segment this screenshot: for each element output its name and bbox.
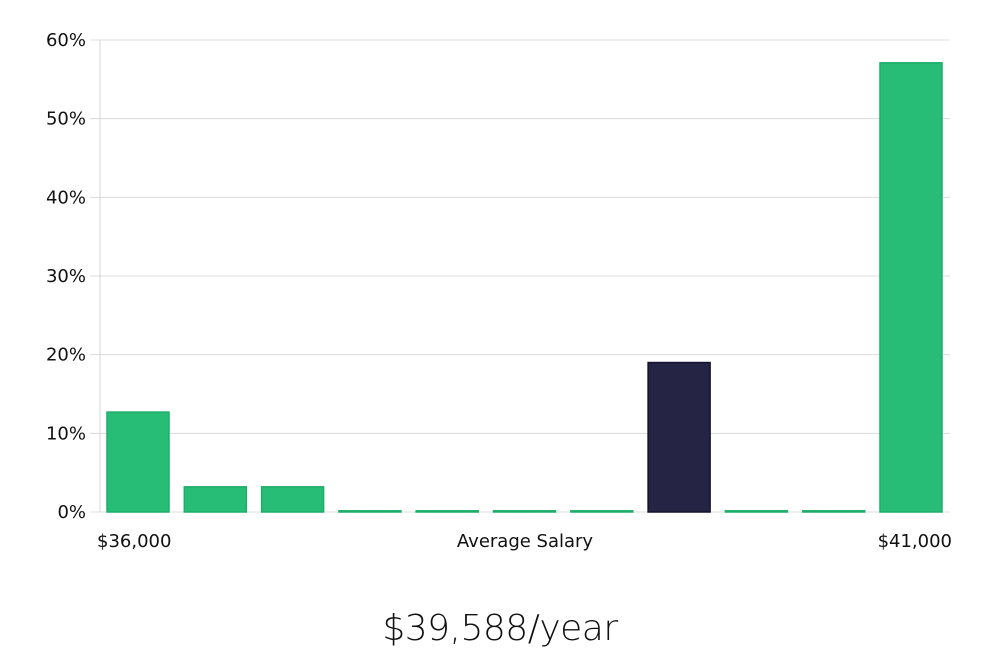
bar — [724, 510, 789, 513]
bar — [338, 510, 402, 513]
bar — [260, 486, 325, 513]
x-axis-title: Average Salary — [457, 531, 594, 552]
y-tick-label: 60% — [46, 30, 86, 51]
bar — [570, 510, 634, 513]
y-tick-label: 10% — [46, 423, 86, 444]
y-tick-label: 20% — [46, 345, 86, 366]
y-tick-label: 30% — [46, 266, 86, 287]
x-min-label: $36,000 — [97, 531, 171, 552]
bar — [106, 411, 170, 513]
y-tick-labels: 0% 10% 20% 30% 40% 50% 60% — [46, 30, 86, 523]
bar — [801, 510, 866, 513]
x-max-label: $41,000 — [878, 531, 952, 552]
average-salary-value: $39,588/year — [382, 608, 618, 649]
bar — [492, 510, 557, 513]
bar — [879, 62, 943, 513]
y-tick-label: 0% — [57, 502, 86, 523]
x-axis-labels: $36,000 Average Salary $41,000 — [97, 531, 952, 552]
y-tick-label: 50% — [46, 109, 86, 130]
bar-highlighted — [647, 361, 711, 513]
bar — [183, 486, 248, 513]
y-tick-label: 40% — [46, 187, 86, 208]
chart-canvas: 0% 10% 20% 30% 40% 50% 60% $36,000 Average Sal… — [46, 30, 952, 552]
bar — [415, 510, 479, 513]
bars — [106, 62, 943, 513]
gridlines — [90, 39, 950, 513]
